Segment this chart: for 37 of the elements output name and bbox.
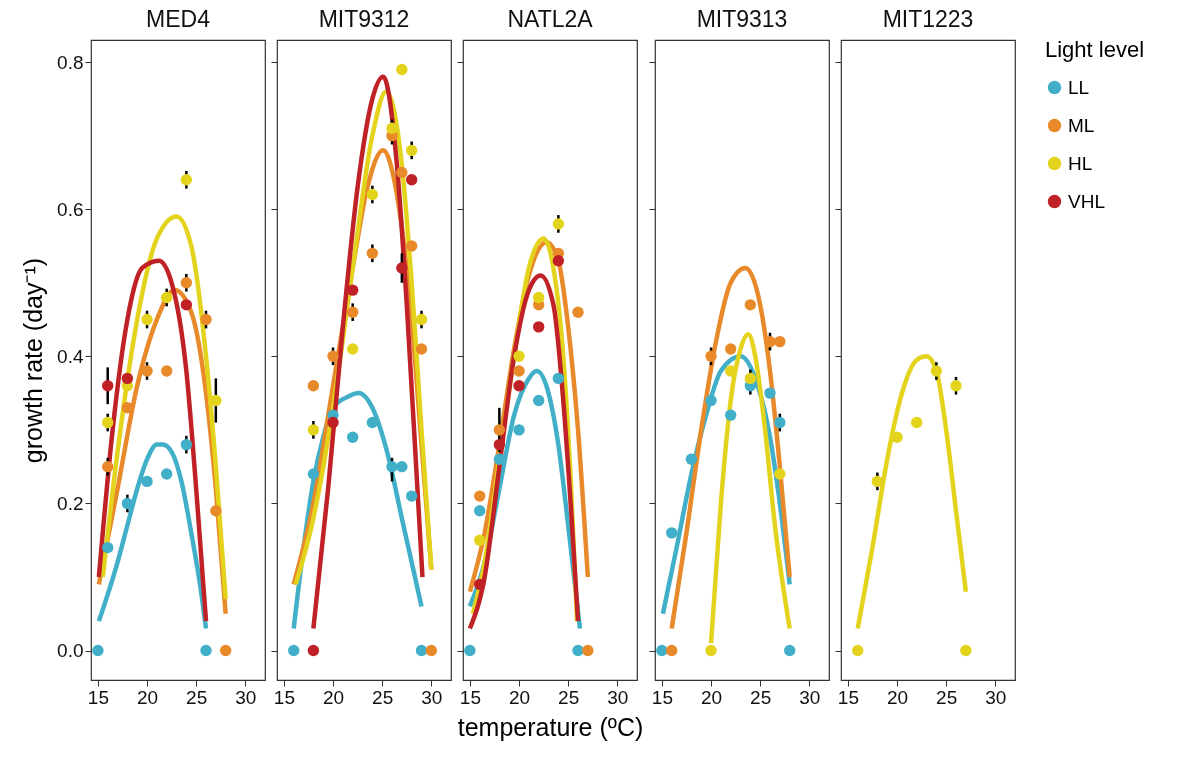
x-tick-label: 20 bbox=[322, 686, 345, 708]
x-tick-label: 20 bbox=[700, 686, 723, 708]
x-tick-label: 15 bbox=[837, 686, 859, 708]
x-tick-label: 30 bbox=[607, 686, 629, 708]
chart-title: MIT9313 bbox=[696, 6, 788, 32]
x-tick-label: 25 bbox=[558, 686, 580, 708]
legend-label: VHL bbox=[1068, 190, 1105, 212]
x-tick-label: 30 bbox=[985, 686, 1007, 708]
x-tick-label: 15 bbox=[651, 686, 673, 708]
x-tick-label: 20 bbox=[136, 686, 159, 708]
x-tick-label: 20 bbox=[886, 686, 909, 708]
y-tick-label: 0.4 bbox=[57, 345, 84, 367]
y-axis-title: growth rate (day⁻¹) bbox=[19, 257, 48, 464]
legend-label: HL bbox=[1068, 152, 1093, 174]
y-tick-label: 0.0 bbox=[57, 640, 84, 662]
x-tick-label: 30 bbox=[421, 686, 443, 708]
y-tick-label: 0.2 bbox=[57, 492, 84, 514]
legend-title: Light level bbox=[1045, 37, 1145, 62]
x-tick-label: 30 bbox=[235, 686, 257, 708]
x-tick-label: 25 bbox=[372, 686, 394, 708]
x-tick-label: 25 bbox=[750, 686, 772, 708]
chart-title: NATL2A bbox=[507, 6, 594, 32]
x-tick-label: 15 bbox=[87, 686, 109, 708]
x-tick-label: 30 bbox=[799, 686, 821, 708]
y-tick-label: 0.6 bbox=[57, 198, 84, 220]
x-tick-label: 25 bbox=[936, 686, 958, 708]
chart-title: MIT1223 bbox=[882, 6, 974, 32]
x-tick-label: 15 bbox=[273, 686, 295, 708]
chart-title: MIT9312 bbox=[318, 6, 410, 32]
x-tick-label: 25 bbox=[186, 686, 208, 708]
legend-label: LL bbox=[1068, 76, 1090, 98]
x-tick-label: 15 bbox=[459, 686, 481, 708]
x-axis-title: temperature (ºC) bbox=[457, 712, 644, 741]
chart-title: MED4 bbox=[146, 6, 211, 32]
legend-label: ML bbox=[1068, 114, 1095, 136]
x-tick-label: 20 bbox=[508, 686, 531, 708]
y-tick-label: 0.8 bbox=[57, 51, 84, 73]
